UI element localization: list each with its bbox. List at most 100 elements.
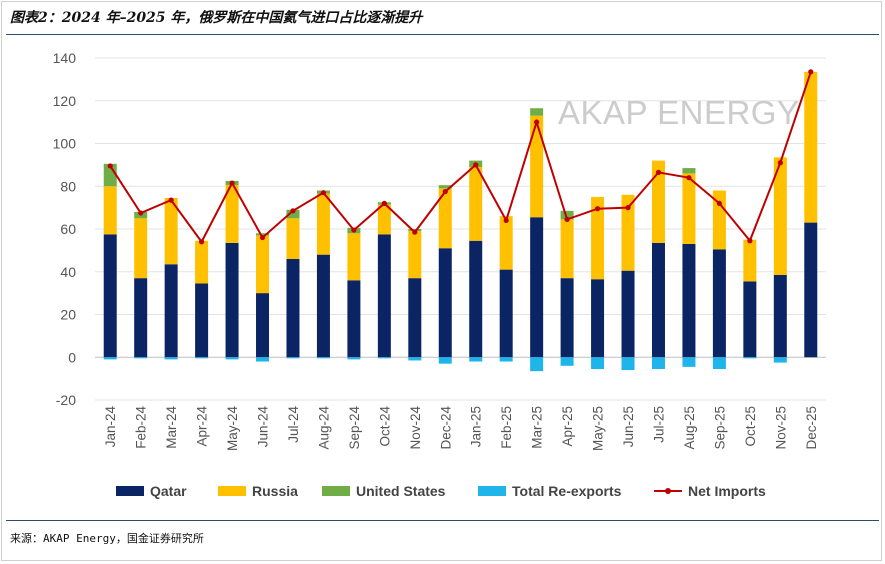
bars [103,71,818,372]
bar-us [286,209,300,219]
net-imports-point [290,208,296,214]
x-tick-label: Feb-25 [499,406,514,449]
bar-reexports [651,357,665,370]
bar-russia [804,71,818,223]
net-imports-point [655,169,662,175]
source-note: 来源：AKAP Energy，国金证券研究所 [10,532,204,545]
bar-reexports [377,357,391,359]
bar-qatar [164,264,178,358]
x-tick-label: Dec-24 [438,406,453,450]
y-tick-label: 80 [60,178,76,194]
net-imports-point [259,234,266,241]
bar-reexports [560,357,574,366]
net-imports-point [168,197,174,203]
net-imports-point [503,217,509,224]
legend-swatch [322,486,350,496]
bar-russia [530,115,544,218]
bar-russia [225,185,239,243]
x-tick-label: Jun-25 [621,406,636,447]
bar-russia [164,198,178,265]
y-tick-label: 20 [60,307,76,323]
legend-label: Total Re-exports [512,483,622,499]
bar-reexports [134,357,148,359]
bar-reexports [743,357,757,359]
x-tick-label: Apr-24 [195,406,210,447]
bar-qatar [103,234,117,358]
legend-label: United States [356,483,446,499]
net-imports-point [473,162,479,168]
bar-qatar [438,248,452,358]
x-tick-label: Apr-25 [560,406,575,447]
net-imports-point [442,188,448,195]
bar-russia [134,218,148,279]
x-tick-label: Jan-24 [103,406,118,448]
watermark-text: AKAP ENERGY [558,94,799,131]
net-imports-point [412,229,418,235]
x-tick-label: Jul-25 [651,406,666,443]
y-tick-label: 40 [60,264,76,280]
net-imports-series-line [109,71,812,244]
bar-russia [773,157,787,275]
y-tick-label: -20 [56,392,76,408]
net-imports-point [777,160,783,166]
bar-qatar [469,240,483,358]
net-imports-point [564,216,570,222]
bar-russia [651,160,665,243]
bar-reexports [773,357,787,363]
legend-label: Qatar [150,483,187,499]
legend-label: Russia [252,483,298,499]
x-tick-label: Aug-24 [316,406,331,450]
x-axis-ticks: Jan-24 Feb-24 Mar-24 Apr-24 May-24 Jun-24 Jul-… [103,406,819,452]
gridlines [95,57,826,401]
x-tick-label: Mar-24 [164,406,179,449]
bar-reexports [499,357,513,362]
bar-reexports [621,357,635,371]
x-tick-label: Jan-25 [469,406,484,447]
bar-reexports [347,357,361,360]
bar-russia [438,188,452,249]
bar-qatar [347,280,361,358]
bar-qatar [621,270,635,358]
net-imports-point [320,190,327,196]
bar-us [560,210,574,220]
net-imports-point [594,206,601,212]
bar-russia [377,204,391,235]
x-tick-label: Sep-25 [712,406,727,450]
bar-reexports [408,357,422,361]
bar-qatar [651,242,665,358]
x-tick-label: Aug-25 [682,406,697,450]
legend-line-marker [665,488,671,494]
x-tick-label: May-24 [225,406,240,452]
bar-russia [591,196,605,280]
x-tick-label: Nov-25 [773,406,788,450]
bar-qatar [408,278,422,358]
bar-qatar [743,281,757,358]
bar-us [256,233,270,236]
bar-qatar [499,269,513,358]
bar-qatar [591,279,605,358]
bar-russia [499,216,513,270]
net-imports-point [199,239,205,245]
bar-reexports [225,357,239,360]
bar-russia [316,193,330,255]
bar-reexports [103,357,117,360]
bar-russia [347,233,361,281]
bar-reexports [469,357,483,362]
net-imports-point [107,163,113,169]
x-tick-label: Oct-24 [377,406,392,447]
figure-title: 图表2：2024 年–2025 年，俄罗斯在中国氦气进口占比逐渐提升 [10,10,423,26]
x-tick-label: May-25 [591,406,606,451]
y-tick-label: 120 [53,93,77,109]
bar-reexports [438,357,452,364]
net-imports-point [381,200,387,206]
legend: Qatar Russia United States Total Re-exports… [116,483,766,499]
x-tick-label: Oct-25 [743,406,758,447]
bar-qatar [773,274,787,358]
bar-qatar [682,243,696,358]
x-tick-label: Feb-24 [134,406,149,449]
bar-qatar [134,278,148,358]
bar-russia [712,190,726,250]
bar-russia [103,186,117,235]
net-imports-line [107,69,814,245]
